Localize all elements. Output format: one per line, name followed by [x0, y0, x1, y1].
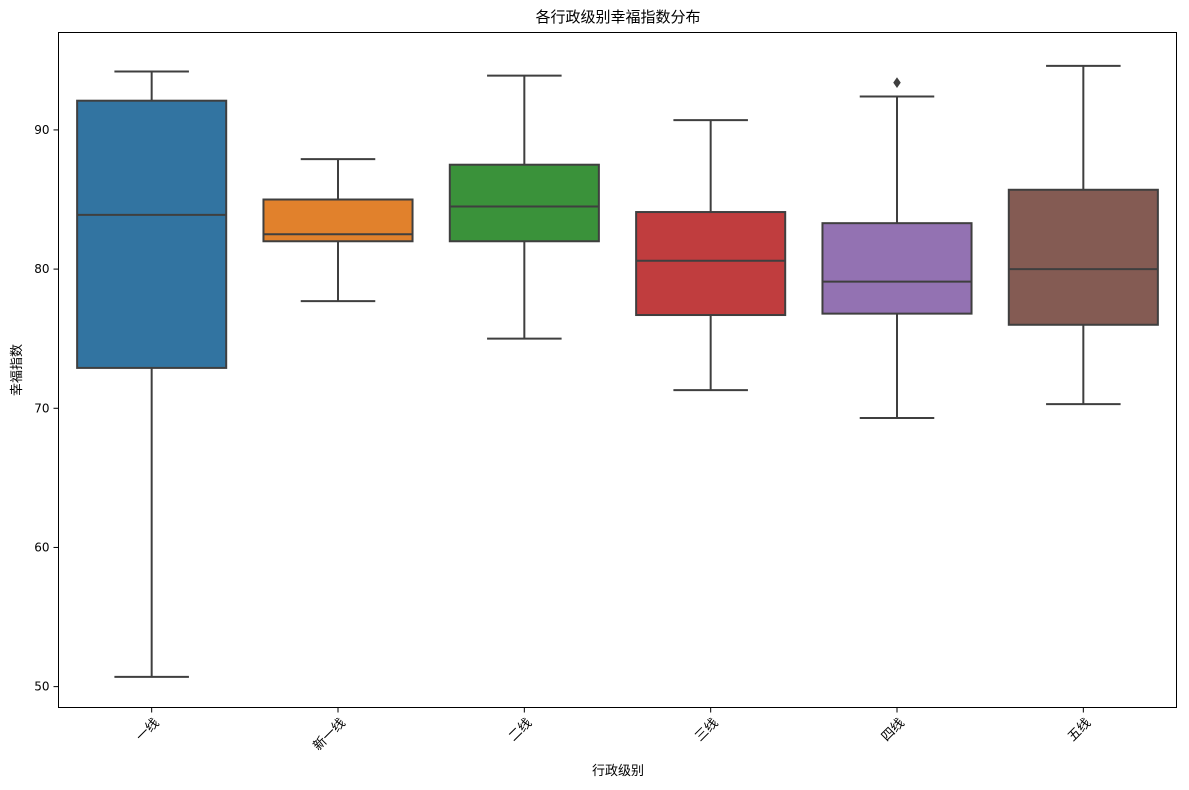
- x-axis-label: 行政级别: [592, 764, 644, 779]
- y-tick-label: 50: [34, 680, 49, 694]
- y-tick-label: 70: [34, 401, 49, 415]
- axes-frame: [58, 32, 1177, 708]
- y-tick-label: 60: [34, 540, 49, 554]
- box-1: [76, 70, 228, 678]
- box-4: [635, 119, 787, 392]
- x-tick-label: 新一线: [310, 715, 349, 754]
- x-tick-label: 四线: [879, 716, 908, 745]
- box-iqr: [76, 99, 228, 369]
- y-axis: 50 60 70 80 90: [34, 123, 59, 694]
- chart-title: 各行政级别幸福指数分布: [535, 8, 700, 26]
- box-3: [448, 74, 600, 340]
- y-tick-label: 90: [34, 123, 49, 137]
- x-axis: 一线 新一线 二线 三线 四线 五线: [133, 707, 1094, 754]
- plot-area: [76, 64, 1159, 678]
- box-iqr: [821, 222, 973, 315]
- box-iqr: [1007, 188, 1159, 326]
- box-iqr: [635, 211, 787, 317]
- box-6: [1007, 64, 1159, 406]
- x-tick-label: 一线: [133, 716, 162, 745]
- y-axis-label: 幸福指数: [10, 344, 25, 396]
- box-iqr: [448, 163, 600, 243]
- x-tick-label: 三线: [692, 716, 721, 745]
- y-tick-label: 80: [34, 262, 49, 276]
- outlier-point: [893, 77, 901, 88]
- x-tick-label: 五线: [1065, 716, 1094, 745]
- x-tick-label: 二线: [506, 716, 535, 745]
- box-5: [821, 77, 973, 420]
- box-2: [262, 158, 414, 303]
